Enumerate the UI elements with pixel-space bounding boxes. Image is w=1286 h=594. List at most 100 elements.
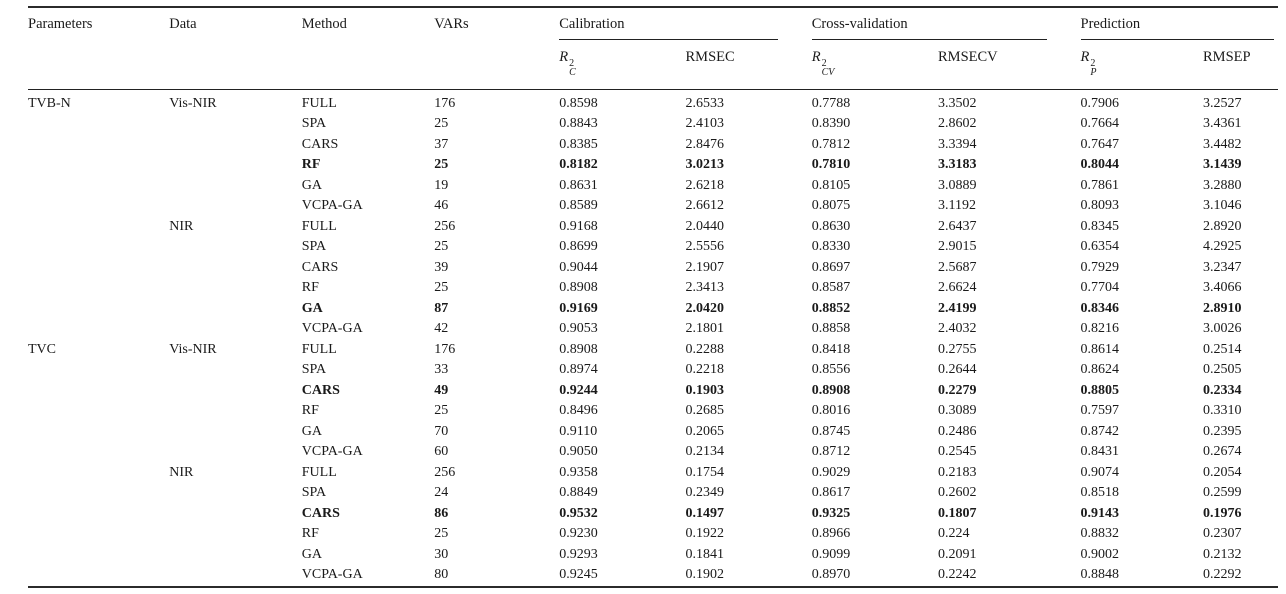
cell-data [169,258,302,279]
cell-rmsec: 2.5556 [685,239,725,254]
cell-r2cv: 0.9029 [811,464,851,480]
cell-rmsecv: 0.2183 [938,464,977,480]
cell-rmsecv: 0.3089 [938,403,977,418]
cell-r2c: 0.9053 [559,321,598,336]
cell-rmsep: 3.4361 [1203,116,1242,131]
cell-r2p: 0.8431 [1080,444,1120,459]
cell-method: FULL [301,341,337,357]
col-header-rmsec: RMSEC [685,49,735,65]
table-row: RF 25 0.8496 0.2685 0.8016 0.3089 0.7597 0.3310 [28,401,1278,422]
cell-parameter [28,463,169,484]
cell-vars: 86 [434,505,449,521]
cell-vars: 25 [434,280,449,295]
cell-r2p: 0.8832 [1080,526,1120,541]
cell-rmsecv: 0.2242 [938,567,977,582]
cell-r2p: 0.8346 [1080,300,1120,316]
cell-r2cv: 0.8970 [811,567,851,582]
cell-r2c: 0.9358 [559,464,598,480]
table-row: CARS 39 0.9044 2.1907 0.8697 2.5687 0.7929 3.23… [28,258,1278,279]
cell-data: NIR [169,464,194,480]
table-row: GA 19 0.8631 2.6218 0.8105 3.0889 0.7861 3.2880 [28,176,1278,197]
cell-rmsep: 0.2307 [1203,526,1242,541]
cell-r2c: 0.9532 [559,505,598,521]
cell-parameter [28,135,169,156]
cell-data [169,381,302,402]
cell-parameter [28,278,169,299]
cell-r2c: 0.9244 [559,382,598,398]
cell-r2c: 0.8598 [559,95,598,111]
cell-rmsep: 0.2674 [1203,444,1242,459]
cell-rmsecv: 0.2602 [938,485,977,500]
cell-r2p: 0.8216 [1080,321,1120,336]
cell-vars: 25 [434,403,449,418]
cell-r2cv: 0.8712 [811,444,851,459]
cell-rmsecv: 3.1192 [938,198,976,213]
cell-data [169,135,302,156]
table-row: VCPA-GA 80 0.9245 0.1902 0.8970 0.2242 0.8848 0… [28,565,1278,587]
cell-vars: 19 [434,177,449,193]
cell-method: GA [301,177,322,193]
cell-rmsec: 0.1754 [685,464,725,480]
cell-vars: 24 [434,485,449,500]
cell-parameter [28,155,169,176]
cell-method: FULL [301,95,337,111]
cell-data: Vis-NIR [169,95,217,111]
cell-data [169,401,302,422]
cell-rmsep: 3.0026 [1203,321,1242,336]
cell-r2p: 0.8093 [1080,198,1120,213]
cell-r2c: 0.9169 [559,300,598,316]
cell-rmsecv: 0.2486 [938,423,977,439]
group-label-cross-validation: Cross-validation [811,16,908,32]
cell-r2c: 0.9168 [559,218,598,234]
cell-data [169,114,302,135]
cell-rmsep: 0.2505 [1203,362,1242,377]
cell-rmsep: 0.1976 [1203,505,1242,521]
cell-parameter [28,258,169,279]
cell-method: RF [301,403,319,418]
cell-rmsec: 0.1922 [685,526,725,541]
cell-data [169,176,302,197]
cell-method: VCPA-GA [301,198,363,213]
cell-method: CARS [301,136,339,152]
cell-r2cv: 0.8016 [811,403,851,418]
cell-method: SPA [301,116,327,131]
cell-vars: 37 [434,136,449,152]
cell-r2c: 0.8699 [559,239,598,254]
cell-r2cv: 0.8556 [811,362,851,377]
cell-rmsecv: 2.9015 [938,239,977,254]
results-table: Parameters Data Method VARs Calibration … [28,6,1278,588]
cell-data [169,278,302,299]
cell-rmsecv: 2.4032 [938,321,977,336]
cell-rmsep: 0.2054 [1203,464,1242,480]
cell-parameter [28,504,169,525]
cell-r2c: 0.8631 [559,177,598,193]
cell-r2p: 0.7664 [1080,116,1120,131]
cell-r2p: 0.7647 [1080,136,1120,152]
cell-r2cv: 0.7788 [811,95,851,111]
cell-r2c: 0.8182 [559,157,598,172]
cell-rmsec: 2.6612 [685,198,725,213]
cell-rmsec: 0.2134 [685,444,725,459]
cell-r2p: 0.6354 [1080,239,1120,254]
cell-r2cv: 0.8697 [811,259,851,275]
cell-r2c: 0.8908 [559,341,598,357]
cell-rmsec: 0.2685 [685,403,725,418]
cell-rmsec: 0.1841 [685,546,725,562]
cell-r2p: 0.9074 [1080,464,1120,480]
cell-r2p: 0.8742 [1080,423,1120,439]
cell-rmsec: 0.2349 [685,485,725,500]
col-header-vars: VARs [434,16,469,32]
cell-parameter [28,401,169,422]
cell-data: NIR [169,218,194,234]
cell-r2c: 0.9050 [559,444,598,459]
cell-r2cv: 0.8858 [811,321,851,336]
table-row: CARS 37 0.8385 2.8476 0.7812 3.3394 0.7647 3.44… [28,135,1278,156]
cell-parameter [28,176,169,197]
cell-parameter [28,237,169,258]
cell-data [169,442,302,463]
table-row: GA 70 0.9110 0.2065 0.8745 0.2486 0.8742 0.2395 [28,422,1278,443]
cell-method: RF [301,157,321,172]
